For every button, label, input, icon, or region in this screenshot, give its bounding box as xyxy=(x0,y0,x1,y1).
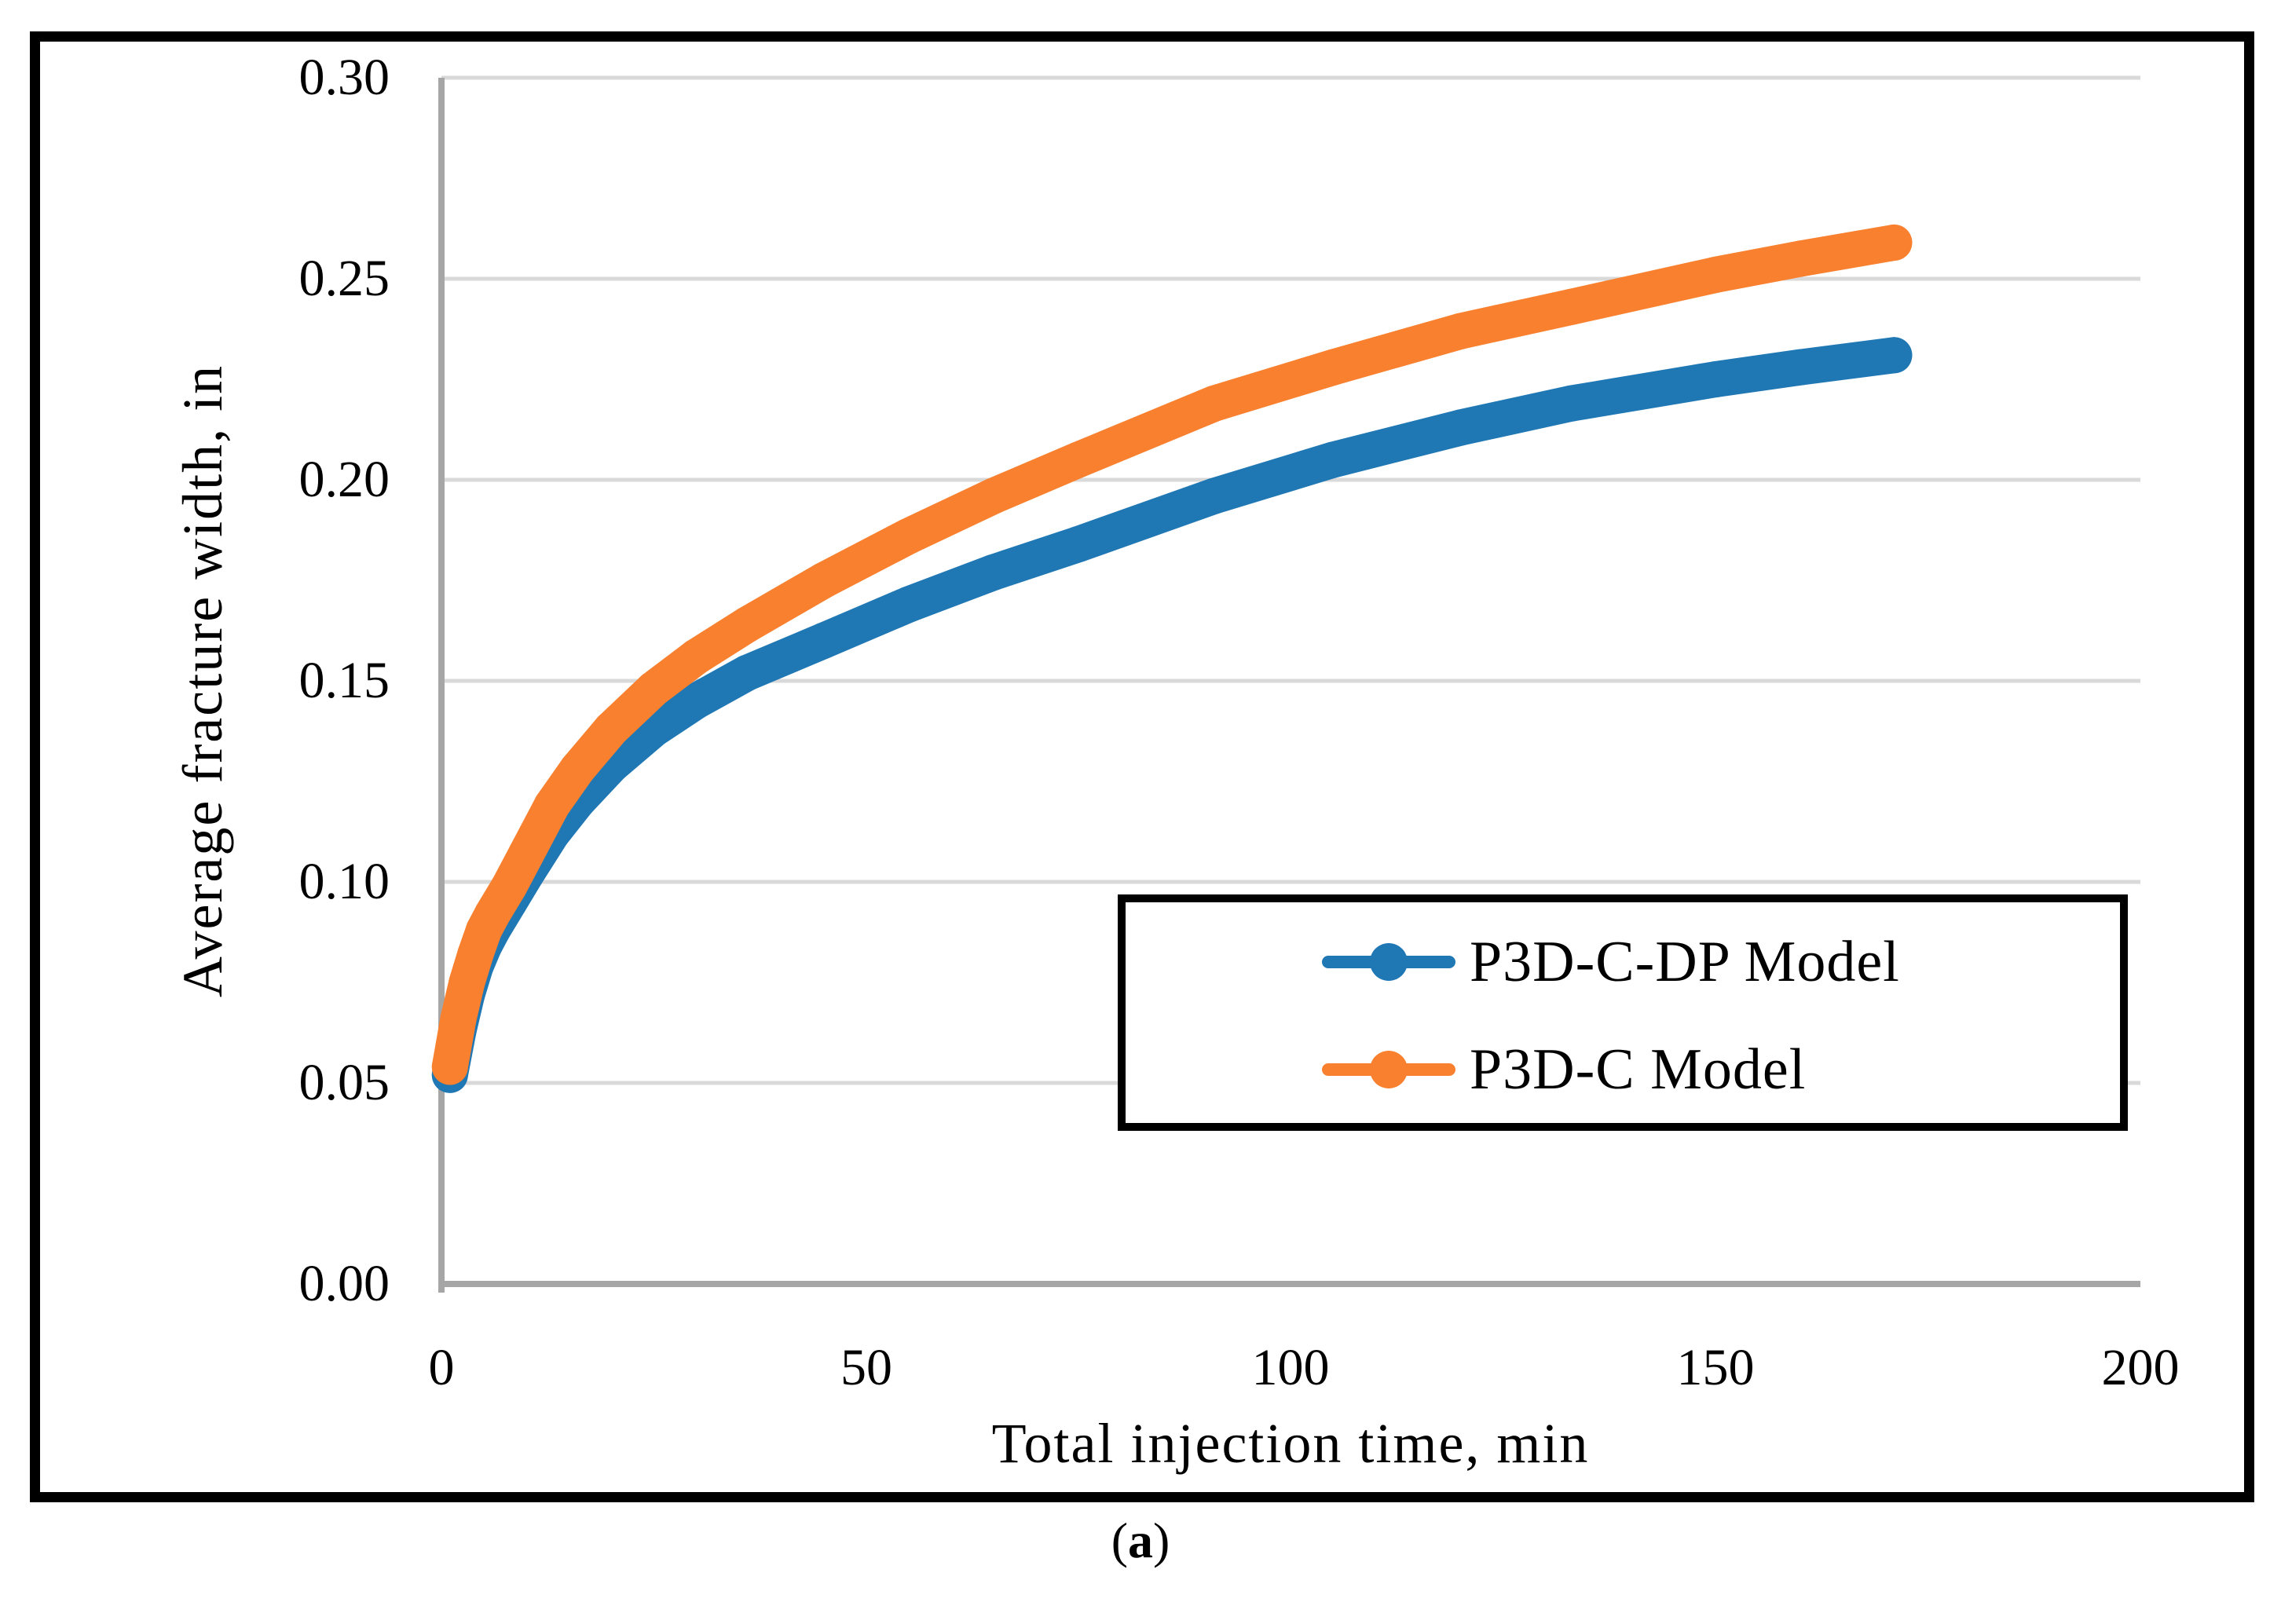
series-marker-1 xyxy=(449,964,485,1000)
series-marker-0 xyxy=(678,682,715,719)
series-marker-0 xyxy=(1697,361,1734,397)
series-marker-1 xyxy=(635,671,672,708)
x-tick-label: 100 xyxy=(1251,1339,1330,1396)
series-marker-0 xyxy=(890,586,927,623)
series-marker-1 xyxy=(508,836,545,872)
x-axis-title: Total injection time, min xyxy=(991,1412,1590,1475)
series-marker-1 xyxy=(678,638,715,675)
series-marker-1 xyxy=(1315,349,1352,386)
y-tick-label: 0.00 xyxy=(298,1255,390,1312)
x-tick-label: 150 xyxy=(1676,1339,1755,1396)
x-tick-label: 200 xyxy=(2101,1339,2180,1396)
x-tick-label: 0 xyxy=(428,1339,455,1396)
legend-label: P3D-C Model xyxy=(1470,1037,1807,1102)
y-tick-label: 0.25 xyxy=(298,250,390,307)
series-marker-1 xyxy=(1697,256,1734,293)
y-axis-title: Average fracture width, in xyxy=(171,364,234,998)
series-marker-1 xyxy=(1196,385,1233,422)
series-marker-1 xyxy=(1060,441,1097,478)
series-marker-1 xyxy=(533,787,570,824)
legend-item-p3d-c-dp: P3D-C-DP Model xyxy=(1322,909,2120,1016)
series-marker-1 xyxy=(1442,313,1479,349)
series-marker-0 xyxy=(729,654,766,691)
series-marker-0 xyxy=(805,622,842,659)
chart-legend: P3D-C-DP Model P3D-C Model xyxy=(1118,894,2128,1131)
y-tick-label: 0.05 xyxy=(298,1054,390,1111)
series-marker-1 xyxy=(729,606,766,643)
x-tick-label: 50 xyxy=(840,1339,892,1396)
series-marker-0 xyxy=(1442,409,1479,446)
series-marker-1 xyxy=(1782,240,1819,277)
series-marker-0 xyxy=(1060,525,1097,562)
series-marker-1 xyxy=(474,896,511,932)
figure-border xyxy=(30,31,2254,1502)
series-marker-1 xyxy=(1553,288,1590,325)
y-tick-label: 0.15 xyxy=(298,652,390,709)
series-marker-0 xyxy=(976,554,1012,591)
series-marker-1 xyxy=(440,1000,477,1037)
legend-label: P3D-C-DP Model xyxy=(1470,930,1900,995)
legend-marker-blue-icon xyxy=(1322,938,1455,986)
series-marker-1 xyxy=(1876,224,1913,261)
series-marker-1 xyxy=(491,868,528,905)
series-marker-0 xyxy=(1196,477,1233,514)
series-marker-1 xyxy=(431,1048,468,1085)
series-marker-1 xyxy=(976,477,1012,514)
series-marker-1 xyxy=(890,518,927,554)
series-marker-1 xyxy=(593,711,630,748)
subfigure-caption: (a) xyxy=(1111,1512,1170,1568)
y-tick-label: 0.20 xyxy=(298,451,390,508)
series-marker-0 xyxy=(1315,441,1352,478)
legend-marker-orange-icon xyxy=(1322,1046,1455,1093)
y-tick-label: 0.30 xyxy=(298,49,390,106)
series-marker-0 xyxy=(1553,385,1590,422)
series-marker-0 xyxy=(1782,349,1819,386)
series-marker-1 xyxy=(805,562,842,598)
y-tick-label: 0.10 xyxy=(298,853,390,910)
series-marker-0 xyxy=(1876,337,1913,374)
series-marker-1 xyxy=(559,751,595,788)
legend-item-p3d-c: P3D-C Model xyxy=(1322,1016,2120,1124)
